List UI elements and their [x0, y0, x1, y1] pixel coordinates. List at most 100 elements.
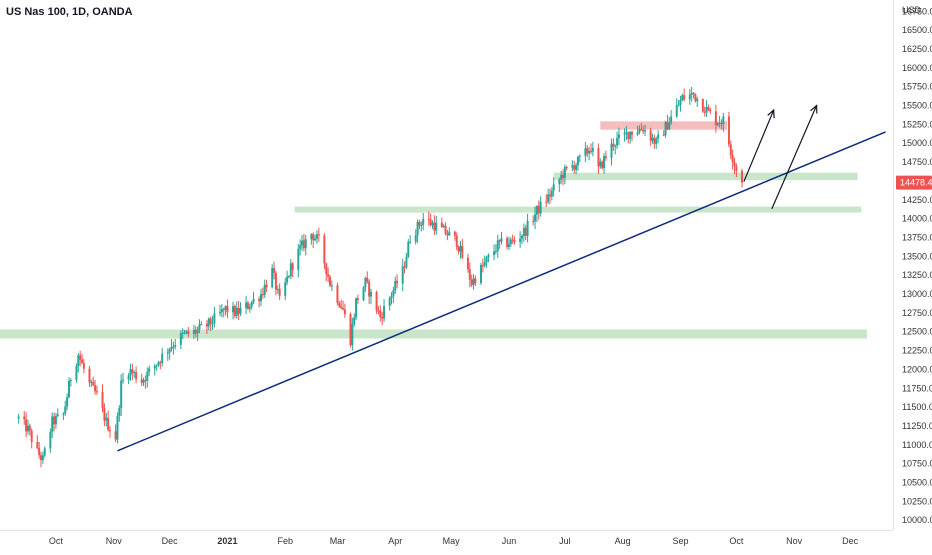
time-axis[interactable]: Oct Nov Dec 2021 Feb Mar Apr May Jun Jul Aug Sep Oct…	[49, 536, 859, 546]
arrow-line[interactable]	[771, 105, 818, 210]
candle-body	[196, 329, 199, 334]
candle-body	[159, 362, 162, 364]
candle-body	[95, 391, 98, 393]
y-tick-label: 13000.0	[902, 289, 932, 299]
candle-body	[304, 239, 307, 249]
candle-body	[409, 241, 412, 243]
candle-body	[612, 143, 615, 147]
candle-body	[690, 93, 693, 95]
support-zone[interactable]	[553, 172, 858, 181]
candle-body	[735, 166, 738, 171]
y-tick-label: 15250.0	[902, 119, 932, 129]
candle-body	[521, 235, 524, 239]
y-tick-label: 10750.0	[902, 459, 932, 469]
last-price-marker	[896, 175, 932, 190]
candle-body	[222, 309, 225, 311]
candle-body	[703, 111, 706, 113]
candle-body	[729, 144, 732, 156]
y-tick-label: 14250.0	[902, 195, 932, 205]
arrow-line[interactable]	[743, 109, 775, 182]
candle-body	[731, 155, 734, 163]
candle-body	[94, 385, 97, 392]
x-tick-label: Nov	[106, 536, 123, 546]
candle-body	[630, 132, 633, 135]
candle-body	[539, 201, 542, 214]
candle-body	[547, 194, 550, 202]
candle-body	[340, 306, 343, 308]
candle-body	[314, 238, 317, 241]
y-tick-label: 16000.0	[902, 63, 932, 73]
y-tick-label: 12500.0	[902, 327, 932, 337]
candle-body	[274, 273, 277, 290]
candle-body	[51, 416, 54, 432]
y-tick-label: 11500.0	[902, 402, 932, 412]
candle-body	[519, 238, 522, 242]
candle-body	[435, 222, 438, 231]
y-tick-label: 13500.0	[902, 251, 932, 261]
candle-body	[330, 285, 333, 287]
candle-body	[28, 425, 31, 431]
candle-body	[675, 105, 678, 117]
candle-body	[526, 220, 529, 236]
candle-body	[250, 302, 253, 307]
candle-body	[470, 279, 473, 285]
candle-body	[692, 93, 695, 95]
candle-body	[101, 392, 104, 409]
candle-body	[586, 148, 589, 154]
candle-body	[297, 248, 300, 270]
candle-body	[375, 292, 378, 311]
candle-body	[638, 128, 641, 133]
candle-body	[239, 307, 242, 314]
y-tick-label: 14750.0	[902, 157, 932, 167]
y-tick-label: 10500.0	[902, 478, 932, 488]
y-tick-label: 12000.0	[902, 364, 932, 374]
resistance-zone[interactable]	[600, 121, 728, 130]
zones-layer	[0, 121, 867, 339]
candle-body	[54, 415, 57, 425]
candle-body	[720, 123, 723, 125]
y-tick-label: 15750.0	[902, 82, 932, 92]
candle-body	[105, 417, 108, 421]
x-tick-label: 2021	[217, 536, 237, 546]
candle-body	[289, 263, 292, 277]
currency-label[interactable]: USD	[902, 5, 922, 15]
candle-body	[258, 298, 261, 302]
y-tick-label: 15500.0	[902, 101, 932, 111]
price-axis[interactable]: 10000.0 10250.0 10500.0 10750.0 11000.0 11250…	[896, 6, 932, 525]
candle-body	[144, 380, 147, 382]
candle-body	[286, 276, 289, 283]
support-zone[interactable]	[0, 329, 867, 339]
candle-body	[537, 205, 540, 214]
candle-body	[323, 235, 326, 264]
candle-body	[493, 251, 496, 255]
candle-body	[232, 306, 235, 313]
support-zone[interactable]	[294, 206, 862, 213]
candle-body	[116, 416, 119, 440]
candle-body	[356, 298, 359, 301]
candle-body	[507, 244, 510, 247]
trendline[interactable]	[117, 131, 886, 452]
candle-body	[390, 296, 393, 299]
candle-body	[265, 284, 268, 288]
candle-body	[644, 130, 647, 132]
candle-body	[161, 353, 164, 364]
candle-body	[459, 245, 462, 252]
candle-body	[401, 266, 404, 284]
candle-body	[40, 455, 43, 461]
candle-body	[77, 355, 80, 366]
candle-body	[444, 225, 447, 234]
candle-body	[107, 417, 110, 431]
x-tick-label: Oct	[729, 536, 744, 546]
candle-body	[312, 234, 315, 241]
candle-body	[651, 137, 654, 141]
y-tick-label: 14000.0	[902, 214, 932, 224]
candle-body	[709, 109, 712, 112]
y-tick-label: 15000.0	[902, 138, 932, 148]
candle-body	[603, 156, 606, 169]
candle-body	[75, 365, 78, 380]
candle-body	[336, 285, 339, 303]
candle-body	[588, 150, 591, 154]
candle-body	[379, 310, 382, 317]
